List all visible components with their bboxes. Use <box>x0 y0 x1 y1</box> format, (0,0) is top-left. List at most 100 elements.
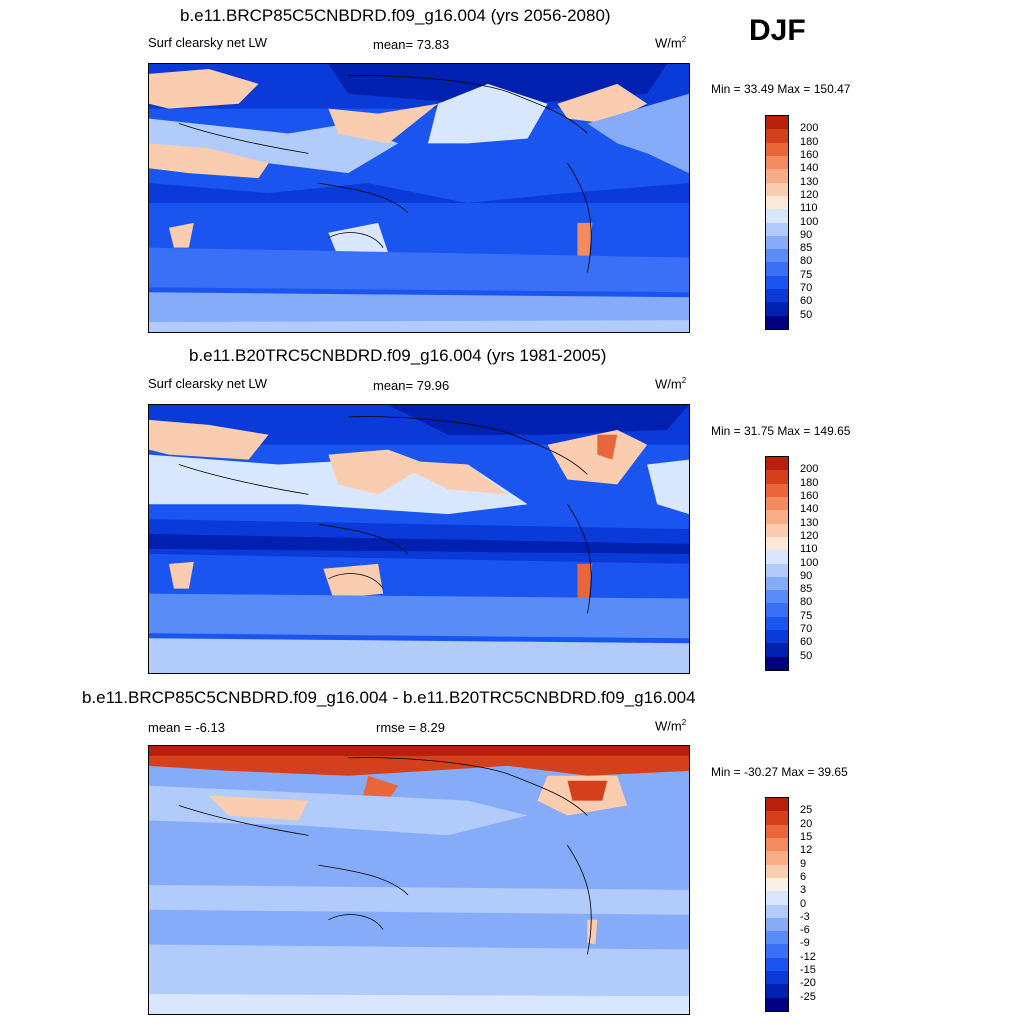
colorbar-tick-label: 130 <box>800 516 819 529</box>
panel2-title: b.e11.B20TRC5CNBDRD.f09_g16.004 (yrs 198… <box>189 346 607 365</box>
colorbar-swatch <box>766 550 788 564</box>
colorbar-swatch <box>766 195 788 210</box>
colorbar-tick-label: 70 <box>800 623 813 636</box>
panel1-variable-label: Surf clearsky net LW <box>148 35 267 50</box>
colorbar-tick-label: 6 <box>800 870 807 883</box>
colorbar-tick-label: 120 <box>800 529 819 542</box>
panel2-mean-label: mean= 79.96 <box>373 378 450 393</box>
colorbar-swatch <box>766 824 788 838</box>
colorbar-swatch <box>766 155 788 170</box>
colorbar-swatch <box>766 798 788 812</box>
panel3-map <box>148 745 690 1015</box>
panel2-colorbar <box>765 456 789 671</box>
panel1-minmax: Min = 33.49 Max = 150.47 <box>711 82 851 96</box>
colorbar-tick-label: 110 <box>800 543 818 556</box>
panel3-colorbar <box>765 797 789 1012</box>
colorbar-tick-label: -6 <box>800 924 810 937</box>
panel2-minmax: Min = 31.75 Max = 149.65 <box>711 424 851 438</box>
colorbar-swatch <box>766 289 788 303</box>
colorbar-tick-label: 25 <box>800 804 813 817</box>
colorbar-tick-label: 140 <box>800 162 819 175</box>
colorbar-swatch <box>766 917 788 932</box>
colorbar-swatch <box>766 944 788 958</box>
colorbar-tick-label: -15 <box>800 964 816 977</box>
panel2-variable-label: Surf clearsky net LW <box>148 376 267 391</box>
colorbar-tick-label: 20 <box>800 817 813 830</box>
colorbar-tick-label: 160 <box>800 489 819 502</box>
colorbar-swatch <box>766 576 788 591</box>
colorbar-tick-label: -25 <box>800 990 816 1003</box>
colorbar-swatch <box>766 891 788 905</box>
colorbar-swatch <box>766 877 788 892</box>
panel1-map <box>148 63 690 333</box>
colorbar-tick-label: 75 <box>800 609 813 622</box>
colorbar-tick-label: 160 <box>800 148 819 161</box>
colorbar-swatch <box>766 536 788 551</box>
colorbar-swatch <box>766 302 788 316</box>
colorbar-tick-label: 50 <box>800 649 813 662</box>
colorbar-swatch <box>766 851 788 865</box>
colorbar-swatch <box>766 904 788 918</box>
colorbar-tick-label: 60 <box>800 636 813 649</box>
colorbar-swatch <box>766 222 788 236</box>
panel3-minmax: Min = -30.27 Max = 39.65 <box>711 765 848 779</box>
colorbar-swatch <box>766 142 788 156</box>
colorbar-swatch <box>766 169 788 183</box>
colorbar-swatch <box>766 643 788 657</box>
colorbar-tick-label: 90 <box>800 228 813 241</box>
colorbar-swatch <box>766 630 788 644</box>
colorbar-swatch <box>766 984 788 998</box>
season-label: DJF <box>749 14 806 47</box>
colorbar-swatch <box>766 997 788 1011</box>
panel1-mean-label: mean= 73.83 <box>373 37 450 52</box>
colorbar-tick-label: -3 <box>800 910 810 923</box>
colorbar-swatch <box>766 483 788 497</box>
colorbar-tick-label: 75 <box>800 268 813 281</box>
colorbar-swatch <box>766 235 788 250</box>
colorbar-swatch <box>766 603 788 617</box>
colorbar-swatch <box>766 116 788 130</box>
colorbar-tick-label: 9 <box>800 857 807 870</box>
panel1-colorbar <box>765 115 789 330</box>
colorbar-swatch <box>766 182 788 196</box>
colorbar-tick-label: 85 <box>800 583 813 596</box>
colorbar-swatch <box>766 837 788 852</box>
colorbar-swatch <box>766 457 788 471</box>
colorbar-tick-label: -12 <box>800 950 816 963</box>
colorbar-tick-label: 200 <box>800 463 819 476</box>
colorbar-tick-label: 200 <box>800 122 819 135</box>
colorbar-swatch <box>766 249 788 263</box>
colorbar-tick-label: 180 <box>800 476 819 489</box>
panel3-mean-label: mean = -6.13 <box>148 720 225 735</box>
colorbar-swatch <box>766 209 788 223</box>
colorbar-tick-label: 12 <box>800 844 813 857</box>
colorbar-tick-label: 60 <box>800 295 813 308</box>
colorbar-swatch <box>766 864 788 878</box>
colorbar-tick-label: -9 <box>800 937 810 950</box>
colorbar-tick-label: 140 <box>800 503 819 516</box>
colorbar-tick-label: 90 <box>800 569 813 582</box>
colorbar-swatch <box>766 616 788 631</box>
colorbar-swatch <box>766 971 788 985</box>
colorbar-swatch <box>766 523 788 537</box>
colorbar-tick-label: 0 <box>800 897 807 910</box>
colorbar-swatch <box>766 129 788 143</box>
colorbar-tick-label: 80 <box>800 255 813 268</box>
colorbar-tick-label: 110 <box>800 202 818 215</box>
colorbar-swatch <box>766 590 788 604</box>
colorbar-tick-label: 180 <box>800 135 819 148</box>
panel3-units: W/m2 <box>655 718 687 734</box>
colorbar-swatch <box>766 470 788 484</box>
colorbar-swatch <box>766 957 788 972</box>
panel2-map <box>148 404 690 674</box>
colorbar-tick-label: 70 <box>800 282 813 295</box>
colorbar-tick-label: 100 <box>800 215 819 228</box>
colorbar-swatch <box>766 262 788 276</box>
colorbar-swatch <box>766 510 788 524</box>
colorbar-tick-label: 100 <box>800 556 819 569</box>
panel3-title: b.e11.BRCP85C5CNBDRD.f09_g16.004 - b.e11… <box>82 688 696 707</box>
colorbar-tick-label: 80 <box>800 596 813 609</box>
colorbar-swatch <box>766 315 788 329</box>
colorbar-tick-label: 50 <box>800 308 813 321</box>
colorbar-swatch <box>766 275 788 290</box>
